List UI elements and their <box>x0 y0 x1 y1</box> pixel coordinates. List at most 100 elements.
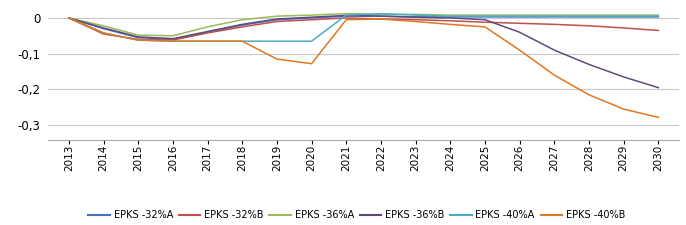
EPKS -40%A <box>654 15 663 18</box>
EPKS -32%B <box>169 39 177 41</box>
EPKS -32%A <box>238 24 246 27</box>
EPKS -36%A <box>204 25 212 28</box>
EPKS -36%A <box>99 25 108 27</box>
EPKS -36%B <box>134 36 142 38</box>
EPKS -40%B <box>204 40 212 43</box>
EPKS -32%B <box>134 38 142 41</box>
EPKS -40%B <box>169 40 177 43</box>
EPKS -36%B <box>585 63 593 66</box>
EPKS -36%B <box>238 23 246 26</box>
EPKS -40%B <box>550 74 558 76</box>
Line: EPKS -40%A: EPKS -40%A <box>69 14 659 41</box>
EPKS -36%B <box>619 76 628 78</box>
EPKS -40%A <box>307 40 316 43</box>
EPKS -40%A <box>169 40 177 43</box>
EPKS -40%A <box>273 40 281 43</box>
EPKS -32%A <box>481 16 489 18</box>
EPKS -32%B <box>446 19 454 22</box>
EPKS -40%B <box>619 108 628 110</box>
EPKS -32%B <box>377 18 385 20</box>
EPKS -32%B <box>238 25 246 28</box>
EPKS -32%A <box>619 16 628 18</box>
EPKS -36%A <box>654 14 663 16</box>
EPKS -36%A <box>134 34 142 36</box>
EPKS -32%B <box>481 21 489 24</box>
EPKS -32%B <box>585 25 593 27</box>
EPKS -32%B <box>515 22 523 25</box>
EPKS -40%B <box>412 20 420 23</box>
EPKS -32%B <box>619 27 628 29</box>
EPKS -40%A <box>550 15 558 18</box>
EPKS -32%B <box>342 17 351 19</box>
EPKS -36%B <box>273 18 281 20</box>
EPKS -40%A <box>204 40 212 43</box>
Legend: EPKS -32%A, EPKS -32%B, EPKS -36%A, EPKS -36%B, EPKS -40%A, EPKS -40%B: EPKS -32%A, EPKS -32%B, EPKS -36%A, EPKS… <box>88 210 625 220</box>
EPKS -32%A <box>377 15 385 18</box>
EPKS -32%B <box>99 33 108 35</box>
Line: EPKS -36%B: EPKS -36%B <box>69 16 659 88</box>
EPKS -32%B <box>654 29 663 32</box>
EPKS -32%A <box>134 36 142 39</box>
EPKS -36%A <box>515 14 523 16</box>
EPKS -36%A <box>238 18 246 21</box>
EPKS -40%A <box>619 15 628 18</box>
EPKS -36%A <box>550 14 558 16</box>
EPKS -32%B <box>307 18 316 21</box>
EPKS -32%A <box>273 18 281 21</box>
EPKS -32%A <box>412 16 420 18</box>
EPKS -36%B <box>342 14 351 17</box>
EPKS -32%B <box>550 23 558 26</box>
EPKS -36%A <box>412 13 420 16</box>
EPKS -36%A <box>307 14 316 16</box>
Line: EPKS -32%B: EPKS -32%B <box>69 18 659 40</box>
EPKS -32%A <box>204 31 212 34</box>
EPKS -40%B <box>238 40 246 43</box>
EPKS -36%B <box>446 17 454 19</box>
EPKS -40%B <box>446 23 454 26</box>
EPKS -36%B <box>64 17 73 19</box>
EPKS -40%B <box>377 18 385 20</box>
EPKS -32%A <box>446 16 454 18</box>
EPKS -36%A <box>64 17 73 19</box>
EPKS -36%B <box>412 16 420 19</box>
EPKS -40%B <box>342 18 351 21</box>
EPKS -40%B <box>481 25 489 28</box>
EPKS -32%A <box>64 17 73 19</box>
EPKS -32%A <box>515 16 523 18</box>
EPKS -32%A <box>550 16 558 18</box>
Line: EPKS -36%A: EPKS -36%A <box>69 14 659 36</box>
EPKS -40%B <box>99 32 108 34</box>
EPKS -36%A <box>585 14 593 16</box>
EPKS -40%A <box>412 14 420 16</box>
EPKS -32%A <box>342 15 351 18</box>
EPKS -36%A <box>273 15 281 18</box>
EPKS -36%B <box>550 49 558 52</box>
EPKS -40%A <box>238 40 246 43</box>
EPKS -40%A <box>481 15 489 18</box>
EPKS -36%B <box>99 27 108 29</box>
EPKS -40%B <box>307 62 316 65</box>
EPKS -36%A <box>619 14 628 16</box>
EPKS -36%B <box>169 37 177 40</box>
EPKS -36%B <box>481 18 489 21</box>
Line: EPKS -32%A: EPKS -32%A <box>69 16 659 39</box>
EPKS -32%A <box>585 16 593 18</box>
EPKS -40%B <box>654 116 663 119</box>
EPKS -40%A <box>64 17 73 19</box>
EPKS -40%B <box>585 93 593 96</box>
EPKS -36%B <box>307 16 316 19</box>
EPKS -40%A <box>377 12 385 15</box>
EPKS -36%A <box>342 12 351 15</box>
EPKS -36%A <box>377 13 385 16</box>
EPKS -36%A <box>169 34 177 37</box>
EPKS -40%A <box>99 32 108 34</box>
EPKS -40%A <box>134 39 142 41</box>
EPKS -40%A <box>515 15 523 18</box>
EPKS -40%B <box>134 39 142 41</box>
EPKS -36%B <box>204 30 212 33</box>
EPKS -40%A <box>585 15 593 18</box>
EPKS -32%A <box>654 16 663 18</box>
EPKS -36%B <box>515 31 523 34</box>
EPKS -40%B <box>64 17 73 19</box>
EPKS -36%B <box>654 86 663 89</box>
